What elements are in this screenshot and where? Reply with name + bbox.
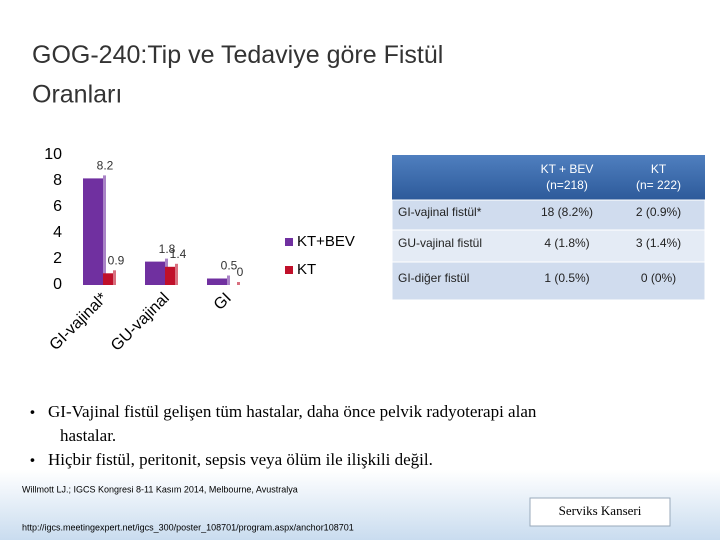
bar-side xyxy=(227,275,230,285)
data-label: 0 xyxy=(237,265,244,279)
table-cell: 1 (0.5%) xyxy=(544,271,589,285)
bar-side xyxy=(113,270,116,285)
table-header-cell: KT + BEV (n=218) xyxy=(541,162,594,192)
table-header xyxy=(392,155,705,200)
table-cell: 0 (0%) xyxy=(641,271,676,285)
table-cell: 2 (0.9%) xyxy=(636,205,681,219)
slide-title: Oranları xyxy=(32,81,122,109)
bullet-dot: • xyxy=(30,404,35,420)
legend-swatch xyxy=(285,266,293,274)
legend-label: KT+BEV xyxy=(297,233,355,250)
x-tick-label: GI-vajinal* xyxy=(47,290,111,354)
y-tick-label: 8 xyxy=(53,172,62,189)
bullet: GI-Vajinal fistül gelişen tüm hastalar, … xyxy=(48,402,537,445)
footer-box xyxy=(529,497,671,527)
table-cell: 18 (8.2%) xyxy=(541,205,593,219)
citation: Willmott LJ.; IGCS Kongresi 8-11 Kasım 2… xyxy=(22,484,298,494)
data-label: 0.9 xyxy=(108,253,125,267)
table-cell: 3 (1.4%) xyxy=(636,236,681,250)
legend-swatch xyxy=(285,238,293,246)
table-cell: GI-vajinal fistül* xyxy=(398,205,482,219)
data-label: 0.5 xyxy=(221,259,238,273)
data-label: 8.2 xyxy=(97,159,114,173)
table-row xyxy=(391,199,706,231)
table-cell: GU-vajinal fistül xyxy=(398,236,482,250)
bar-side xyxy=(175,263,178,285)
bullet: Hiçbir fistül, peritonit, sepsis veya öl… xyxy=(48,450,433,469)
footer-label: Serviks Kanseri xyxy=(559,503,642,518)
bullet-dot: • xyxy=(30,452,35,468)
table-row xyxy=(391,261,706,301)
y-tick-label: 6 xyxy=(53,198,62,215)
bar xyxy=(165,266,175,285)
legend-label: KT xyxy=(297,261,316,278)
y-tick-label: 10 xyxy=(44,146,62,163)
table-header-cell: KT (n= 222) xyxy=(636,162,681,192)
x-tick-label: GU-vajinal xyxy=(108,290,173,355)
bar xyxy=(103,273,113,285)
bar xyxy=(83,178,103,285)
data-label: 1.4 xyxy=(170,247,187,261)
y-tick-label: 4 xyxy=(53,224,62,241)
bar xyxy=(145,261,165,285)
bar xyxy=(207,278,227,285)
bar-side xyxy=(237,282,240,285)
table-row xyxy=(391,229,706,263)
x-tick-label: GI xyxy=(211,290,235,314)
y-tick-label: 2 xyxy=(53,250,62,267)
table-cell: 4 (1.8%) xyxy=(544,236,589,250)
data-label: 1.8 xyxy=(159,242,176,256)
table-cell: GI-diğer fistül xyxy=(398,271,469,285)
slide-title: GOG-240:Tip ve Tedaviye göre Fistül xyxy=(32,41,443,69)
bar-side xyxy=(103,175,106,285)
citation: http://igcs.meetingexpert.net/igcs_300/p… xyxy=(22,522,354,532)
y-tick-label: 0 xyxy=(53,276,62,293)
